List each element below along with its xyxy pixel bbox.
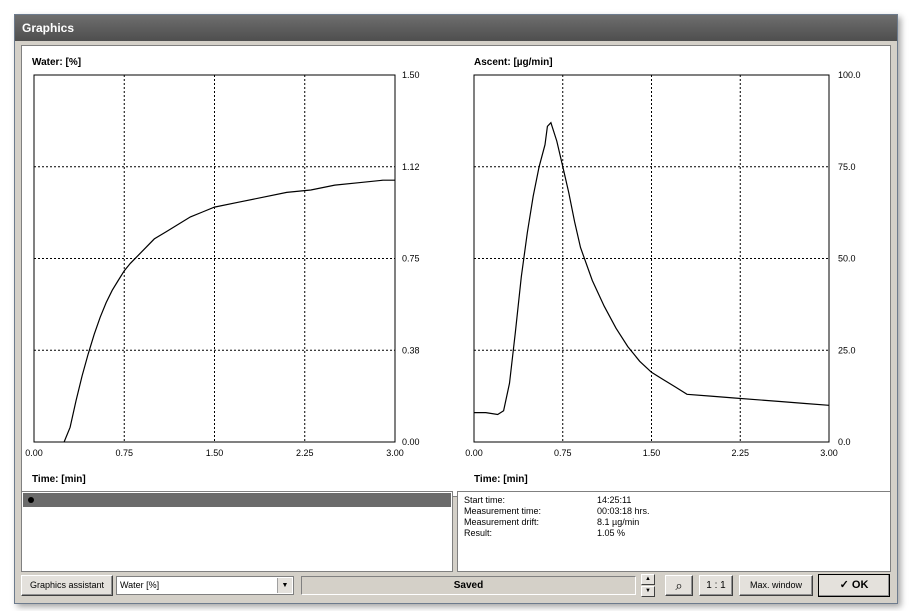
chart-2: Ascent: [µg/min] 0.00 0.75 1.50 2.25 3.000.0 2… <box>465 57 860 485</box>
info-value: 14:25:11 <box>597 495 632 505</box>
info-value: 00:03:18 hrs. <box>597 506 650 516</box>
spin-up-button[interactable]: ▲ <box>641 574 655 585</box>
chevron-down-icon[interactable]: ▼ <box>277 578 292 593</box>
chart-title: Ascent: [µg/min] <box>474 57 553 68</box>
series-line <box>474 121 830 416</box>
x-tick-label: 0.75 <box>554 448 572 458</box>
x-tick-label: 3.00 <box>386 448 404 458</box>
x-tick-label: 2.25 <box>296 448 314 458</box>
x-tick-label: 3.00 <box>820 448 838 458</box>
y-tick-label: 0.75 <box>402 254 420 264</box>
spin-down-button[interactable]: ▼ <box>641 586 655 597</box>
info-key: Measurement time: <box>464 506 542 516</box>
y-tick-label: 25.0 <box>838 345 856 355</box>
y-tick-label: 0.38 <box>402 345 420 355</box>
series-line <box>63 179 395 443</box>
y-tick-label: 100.0 <box>838 70 861 80</box>
x-axis-label: Time: [min] <box>474 474 528 485</box>
chart-area: Water: [%] 0.00 0.75 1.50 2.25 3.00 0.00 0.38 0.… <box>21 45 891 497</box>
x-tick-label: 0.00 <box>465 448 483 458</box>
y-tick-label: 1.12 <box>402 162 420 172</box>
info-key: Start time: <box>464 495 506 505</box>
channel-select-value: Water [%] <box>120 580 160 590</box>
channel-list[interactable] <box>21 491 453 572</box>
info-value: 1.05 % <box>597 528 626 538</box>
y-tick-label: 1.50 <box>402 70 420 80</box>
channel-list-selected-row[interactable] <box>23 493 451 507</box>
x-tick-label: 1.50 <box>643 448 661 458</box>
spin-control[interactable]: ▲ ▼ <box>641 574 655 597</box>
status-field: Saved <box>301 576 636 595</box>
ratio-button[interactable]: 1 : 1 <box>699 575 733 596</box>
ok-button[interactable]: ✓ OK <box>818 574 890 597</box>
channel-select[interactable]: Water [%] ▼ <box>116 576 294 595</box>
max-window-button[interactable]: Max. window <box>739 575 813 596</box>
x-tick-label: 1.50 <box>206 448 224 458</box>
graphics-window: Graphics Water: [%] 0.00 0.75 1.50 2.25 3.00 0… <box>14 14 898 604</box>
y-tick-label: 50.0 <box>838 254 856 264</box>
zoom-button[interactable]: ⌕ <box>665 575 693 596</box>
x-tick-label: 2.25 <box>731 448 749 458</box>
chart-1: Water: [%]0.00 0.75 1.50 2.25 3.000.000.380.… <box>25 57 419 485</box>
charts-svg: Water: [%]0.00 0.75 1.50 2.25 3.000.000.380.… <box>25 57 860 485</box>
y-tick-label: 75.0 <box>838 162 856 172</box>
ok-label: ✓ OK <box>839 579 869 591</box>
y-tick-label: 0.0 <box>838 437 851 447</box>
info-value: 8.1 µg/min <box>597 517 640 527</box>
result-info-panel: Start time: 14:25:11 Measurement time: 0… <box>457 491 891 572</box>
info-key: Result: <box>464 528 493 538</box>
window-title: Graphics <box>15 15 897 41</box>
chart-title: Water: [%] <box>32 57 81 68</box>
y-tick-label: 0.00 <box>402 437 420 447</box>
bullet-icon <box>28 497 34 503</box>
magnifier-icon: ⌕ <box>675 578 683 593</box>
x-axis-label: Time: [min] <box>32 474 86 485</box>
x-tick-label: 0.00 <box>25 448 43 458</box>
x-tick-label: 0.75 <box>115 448 133 458</box>
info-key: Measurement drift: <box>464 517 540 527</box>
graphics-assistant-button[interactable]: Graphics assistant <box>21 575 113 596</box>
